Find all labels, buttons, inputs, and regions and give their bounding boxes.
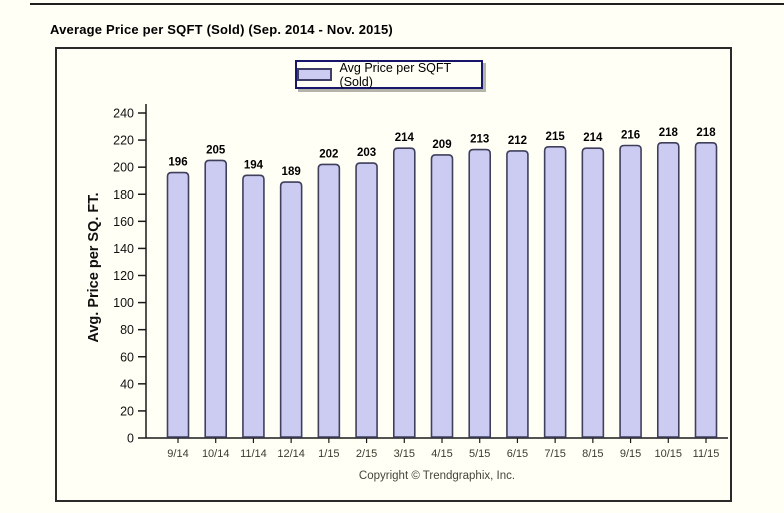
bar-value-label: 194	[244, 159, 264, 171]
chart-title: Average Price per SQFT (Sold) (Sep. 2014…	[50, 22, 393, 37]
y-tick-label: 160	[113, 215, 134, 229]
x-tick-label: 3/15	[394, 448, 415, 460]
bar	[317, 163, 341, 438]
bar	[506, 150, 529, 438]
bar-value-label: 205	[206, 144, 226, 156]
bar	[694, 141, 718, 438]
bar	[279, 181, 303, 438]
bar	[468, 148, 492, 438]
bar	[242, 174, 265, 438]
bar-value-label: 213	[470, 134, 489, 146]
bar	[430, 154, 454, 438]
x-tick-label: 4/15	[431, 448, 452, 460]
bar-value-label: 212	[508, 135, 527, 147]
x-tick-label: 12/14	[277, 448, 305, 460]
y-tick-label: 60	[120, 350, 134, 364]
bar-value-label: 218	[696, 127, 716, 139]
bar-value-label: 202	[319, 148, 338, 160]
legend-swatch-icon	[297, 68, 332, 81]
y-tick-label: 20	[120, 404, 134, 418]
x-tick-label: 5/15	[469, 448, 490, 460]
x-tick-label: 10/14	[202, 448, 230, 460]
bar	[581, 147, 605, 438]
bar-value-label: 215	[546, 131, 566, 143]
y-tick-label: 220	[113, 134, 134, 148]
x-tick-label: 1/15	[318, 448, 339, 460]
y-tick-label: 140	[113, 242, 134, 256]
x-tick-label: 7/15	[544, 448, 565, 460]
y-tick-label: 180	[113, 188, 134, 202]
x-tick-label: 9/14	[167, 448, 188, 460]
legend-label: Avg Price per SQFT (Sold)	[339, 60, 451, 89]
x-tick-label: 11/14	[240, 448, 267, 460]
bar	[543, 146, 567, 438]
legend-box: Avg Price per SQFT (Sold)	[295, 60, 483, 89]
bar	[166, 171, 190, 438]
bar-value-label: 196	[168, 157, 187, 169]
bar-value-label: 214	[583, 132, 603, 144]
bar	[392, 147, 416, 438]
bar-value-label: 189	[282, 166, 301, 178]
x-tick-label: 10/15	[655, 448, 683, 460]
y-tick-label: 200	[113, 161, 134, 175]
bar-value-label: 209	[432, 139, 451, 151]
copyright-text: Copyright © Trendgraphix, Inc.	[358, 470, 516, 482]
y-tick-label: 120	[113, 269, 134, 283]
bar-value-label: 203	[357, 147, 376, 159]
x-tick-label: 9/15	[620, 448, 641, 460]
y-tick-label: 80	[120, 323, 134, 337]
y-tick-label: 0	[127, 432, 134, 446]
y-tick-label: 40	[120, 377, 134, 391]
x-tick-label: 6/15	[507, 448, 528, 460]
bar-value-label: 218	[659, 127, 679, 139]
bar	[656, 141, 680, 438]
bar-value-label: 216	[621, 130, 640, 142]
y-tick-label: 240	[113, 107, 134, 121]
outer-top-border	[30, 3, 784, 5]
y-tick-label: 100	[113, 296, 134, 310]
chart-frame	[55, 47, 732, 502]
bar	[355, 162, 378, 438]
x-tick-label: 11/15	[693, 448, 720, 460]
x-tick-label: 2/15	[356, 448, 377, 460]
bar	[619, 144, 642, 438]
bar	[204, 159, 228, 438]
x-tick-label: 8/15	[582, 448, 603, 460]
bar-value-label: 214	[395, 132, 415, 144]
